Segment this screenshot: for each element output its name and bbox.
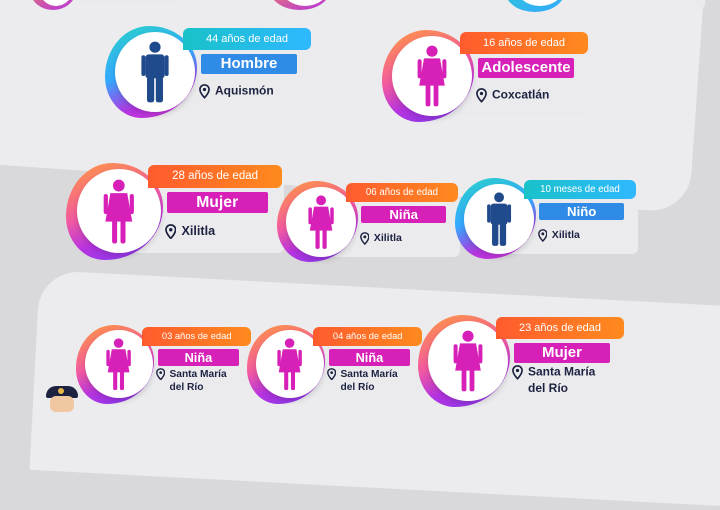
person-card-mujer-xilitla: 28 años de edad Mujer Xilitla [66, 162, 287, 260]
avatar-badge [382, 30, 474, 122]
location-line-2: del Río [169, 382, 204, 394]
location-pin-icon [476, 88, 487, 103]
age-tab: 03 años de edad [142, 327, 252, 346]
partial-card-3 [505, 0, 705, 12]
avatar-badge [418, 315, 510, 407]
location-line-1: Santa María [169, 368, 227, 380]
avatar-badge [76, 325, 155, 404]
age-tab: 44 años de edad [183, 28, 311, 50]
avatar-badge [66, 162, 163, 260]
location-text: Xilitla [359, 232, 402, 246]
location-label: Xilitla [551, 229, 580, 242]
location-text: Santa María del Río [155, 367, 227, 394]
location-label: Aquismón [215, 83, 274, 98]
location-pin-icon [155, 367, 166, 381]
location-line-2: del Río [528, 380, 569, 395]
category-label: Niña [328, 349, 411, 367]
male-figure-icon [141, 41, 169, 103]
location-text: Xilitla [537, 229, 580, 243]
location-text: Xilitla [164, 223, 216, 240]
partial-card-1 [30, 0, 180, 10]
age-tab: 06 años de edad [345, 183, 459, 203]
person-card-nina-santa-maria-2: 04 años de edad Niña Santa María del Río [247, 325, 426, 404]
partial-card-2 [270, 0, 450, 10]
avatar-badge [277, 181, 358, 263]
female-figure-icon [417, 45, 447, 107]
location-pin-icon [537, 229, 548, 243]
location-pin-icon [164, 223, 177, 240]
location-line-2: del Río [340, 382, 375, 394]
person-card-mujer-santa-maria: 23 años de edad Mujer Santa María del Río [418, 315, 628, 407]
person-card-nino-xilitla: 10 meses de edad Niño Xilitla [455, 178, 640, 260]
location-pin-icon [199, 84, 210, 99]
age-tab: 16 años de edad [460, 32, 588, 54]
location-line-1: Santa María [340, 368, 398, 380]
male-figure-icon [487, 191, 511, 246]
location-line-1: Santa María [528, 364, 596, 379]
category-label: Hombre [201, 54, 297, 74]
female-figure-icon [453, 330, 483, 392]
age-tab: 10 meses de edad [523, 180, 637, 200]
location-label: Xilitla [373, 232, 402, 245]
category-label: Niña [157, 349, 240, 367]
location-text: Santa María del Río [326, 367, 398, 394]
location-pin-icon [512, 365, 523, 380]
location-pin-icon [359, 232, 370, 246]
location-pin-icon [326, 367, 337, 381]
avatar-badge [105, 26, 197, 118]
person-card-hombre-aquismon: 44 años de edad Hombre Aquismón [105, 26, 315, 118]
avatar-badge [247, 325, 326, 404]
location-text: Santa María del Río [512, 365, 595, 395]
age-tab: 04 años de edad [313, 327, 423, 346]
location-label: Xilitla [181, 223, 216, 238]
category-label: Mujer [166, 192, 268, 214]
age-tab: 23 años de edad [496, 317, 624, 339]
category-label: Adolescente [478, 58, 574, 78]
location-text: Coxcatlán [476, 88, 549, 103]
category-label: Niña [361, 205, 446, 224]
location-text: Aquismón [199, 84, 274, 99]
age-tab: 28 años de edad [147, 165, 283, 189]
location-label: Coxcatlán [492, 87, 550, 102]
female-figure-icon [277, 338, 302, 391]
avatar-badge [455, 178, 536, 260]
category-label: Niño [539, 202, 624, 221]
category-label: Mujer [514, 343, 610, 363]
police-avatar [44, 382, 80, 412]
female-figure-icon [103, 179, 134, 244]
person-card-nina-santa-maria-1: 03 años de edad Niña Santa María del Río [76, 325, 255, 404]
female-figure-icon [106, 338, 131, 391]
person-card-adolescente-coxcatlan: 16 años de edad Adolescente Coxcatlán [382, 30, 592, 122]
female-figure-icon [308, 194, 334, 249]
person-card-nina-xilitla: 06 años de edad Niña Xilitla [277, 181, 462, 263]
